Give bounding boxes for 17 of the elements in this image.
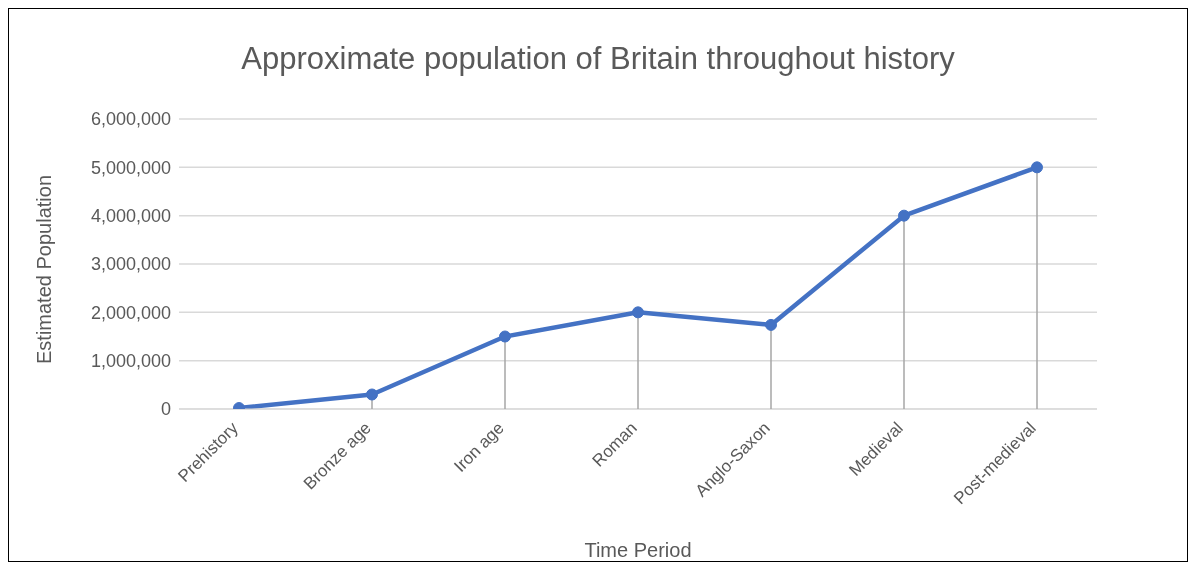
x-axis-title: Time Period [584, 539, 692, 561]
x-tick-label: Iron age [450, 418, 508, 476]
chart-title: Approximate population of Britain throughout history [240, 40, 956, 78]
point [632, 306, 644, 319]
y-tick-label: 2,000,000 [90, 302, 171, 323]
y-tick-label: 0 [160, 399, 171, 420]
point [898, 209, 910, 222]
point [765, 318, 777, 331]
y-tick-label: 3,000,000 [90, 254, 171, 275]
point [1031, 161, 1043, 174]
y-tick-label: 5,000,000 [90, 157, 171, 178]
point [499, 330, 511, 343]
y-tick-label: 6,000,000 [90, 109, 171, 130]
point [366, 388, 378, 401]
y-tick-label: 1,000,000 [90, 351, 171, 372]
y-tick-label: 4,000,000 [90, 206, 171, 227]
y-axis-title: Estimated Population [33, 174, 56, 364]
